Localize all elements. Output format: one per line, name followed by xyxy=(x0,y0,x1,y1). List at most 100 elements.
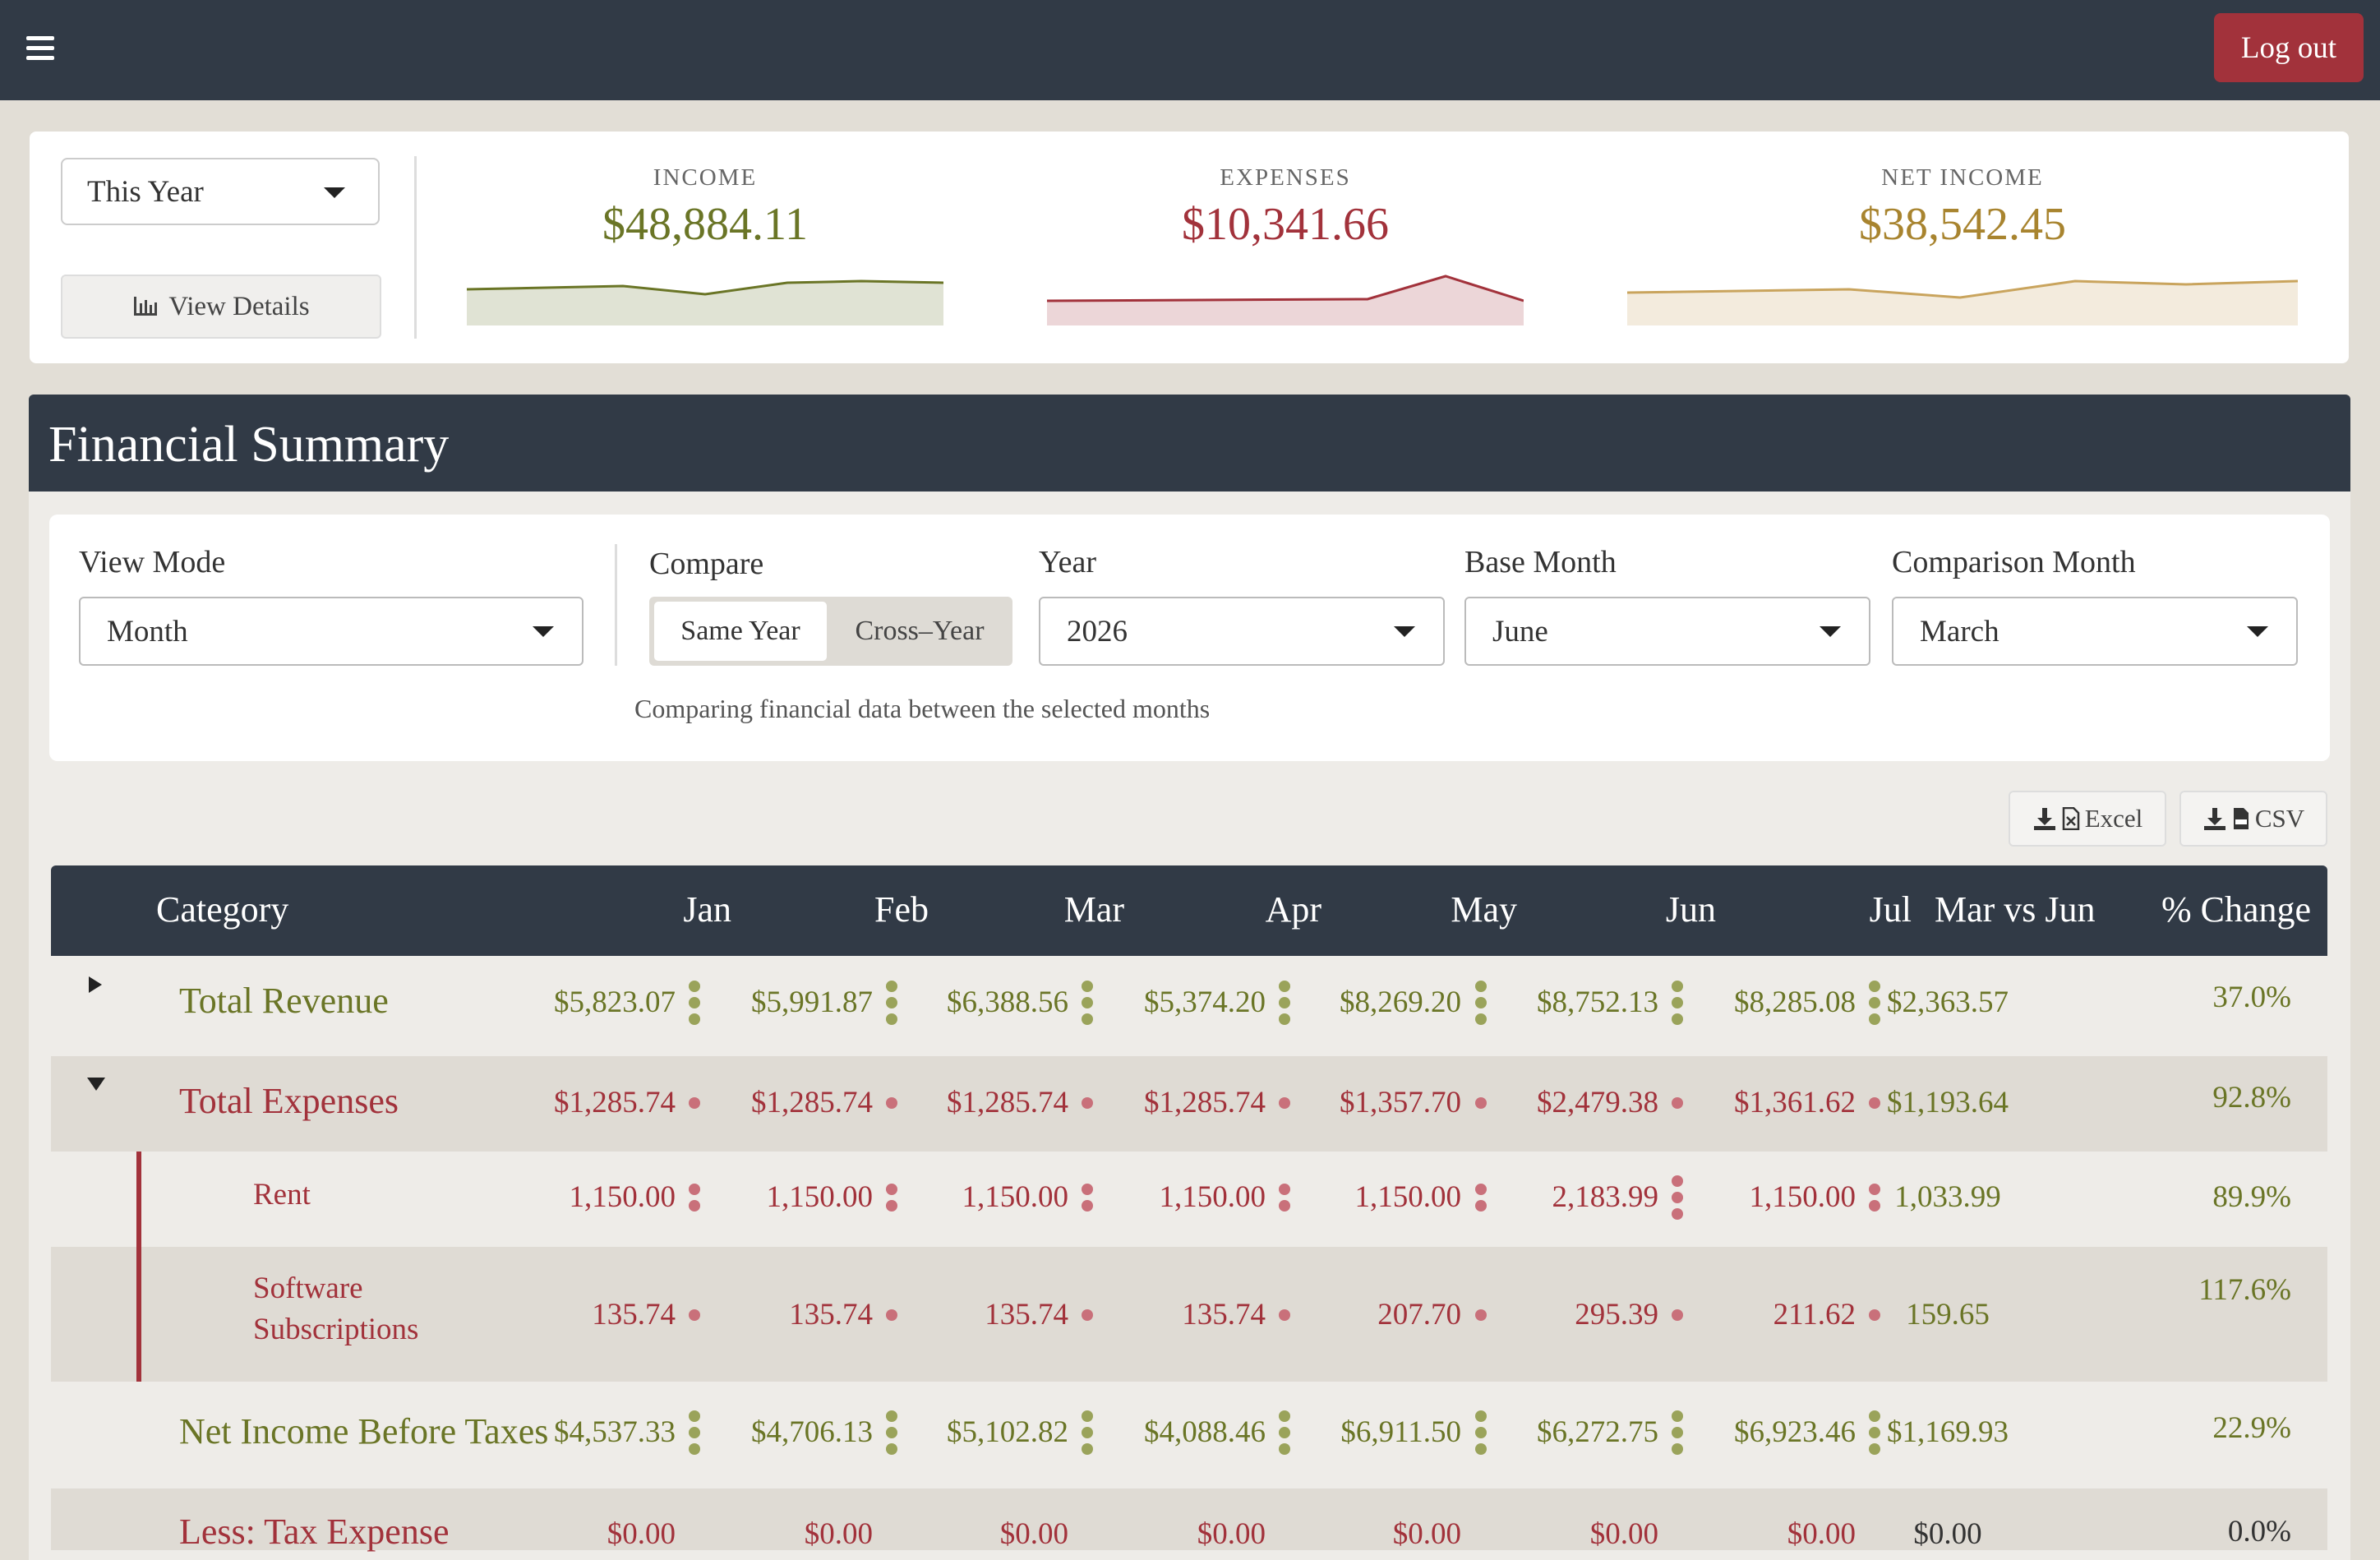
row-actions-icon[interactable] xyxy=(886,1410,897,1455)
row-actions-icon[interactable] xyxy=(689,1097,700,1109)
download-icon xyxy=(2033,808,2055,830)
comparison-cell: $1,169.93 xyxy=(1887,1415,2009,1449)
row-actions-icon[interactable] xyxy=(689,1184,700,1212)
row-actions-icon[interactable] xyxy=(1869,1184,1880,1212)
top-bar: Log out xyxy=(0,0,2380,100)
export-excel-button[interactable]: Excel xyxy=(2009,791,2166,847)
logout-button[interactable]: Log out xyxy=(2214,13,2364,82)
table-cell: $5,823.07 xyxy=(554,985,676,1019)
row-actions-icon[interactable] xyxy=(1475,1410,1487,1455)
col-header-comparison[interactable]: Mar vs Jun xyxy=(1935,889,2096,930)
chevron-down-icon xyxy=(2247,626,2268,637)
expenses-sparkline xyxy=(1047,275,1524,325)
row-actions-icon[interactable] xyxy=(1672,1309,1683,1321)
table-cell: $0.00 xyxy=(1197,1517,1266,1551)
row-actions-icon[interactable] xyxy=(1082,981,1093,1025)
year-value: 2026 xyxy=(1067,614,1128,648)
row-actions-icon[interactable] xyxy=(689,1410,700,1455)
table-cell: $0.00 xyxy=(1589,1517,1658,1551)
cross-year-toggle[interactable]: Cross–Year xyxy=(855,616,985,646)
table-cell: $8,752.13 xyxy=(1537,985,1658,1019)
table-cell: $4,537.33 xyxy=(554,1415,676,1449)
row-actions-icon[interactable] xyxy=(1672,981,1683,1025)
row-actions-icon[interactable] xyxy=(1869,981,1880,1025)
row-actions-icon[interactable] xyxy=(1475,1184,1487,1212)
row-label-rent: Rent xyxy=(253,1178,311,1212)
year-select[interactable]: 2026 xyxy=(1039,597,1445,666)
row-actions-icon[interactable] xyxy=(886,1097,897,1109)
row-actions-icon[interactable] xyxy=(1279,1309,1290,1321)
comparison-month-select[interactable]: March xyxy=(1892,597,2298,666)
row-actions-icon[interactable] xyxy=(1869,1410,1880,1455)
pct-change-cell: 117.6% xyxy=(2198,1273,2291,1307)
col-header-jul[interactable]: Jul xyxy=(1869,889,1912,930)
row-actions-icon[interactable] xyxy=(1279,981,1290,1025)
row-actions-icon[interactable] xyxy=(1672,1175,1683,1220)
row-actions-icon[interactable] xyxy=(1869,1097,1880,1109)
col-header-may[interactable]: May xyxy=(1451,889,1517,930)
col-header-feb[interactable]: Feb xyxy=(874,889,929,930)
year-label: Year xyxy=(1039,545,1097,579)
row-actions-icon[interactable] xyxy=(1475,1309,1487,1321)
row-actions-icon[interactable] xyxy=(1279,1097,1290,1109)
table-cell: $8,285.08 xyxy=(1734,985,1856,1019)
row-actions-icon[interactable] xyxy=(1279,1410,1290,1455)
view-mode-value: Month xyxy=(107,614,188,648)
divider xyxy=(615,544,617,666)
row-actions-icon[interactable] xyxy=(886,1184,897,1212)
table-cell: $0.00 xyxy=(804,1517,873,1551)
row-actions-icon[interactable] xyxy=(1279,1184,1290,1212)
col-header-jan[interactable]: Jan xyxy=(683,889,731,930)
compare-label: Compare xyxy=(649,547,764,581)
row-actions-icon[interactable] xyxy=(1672,1097,1683,1109)
pct-change-cell: 89.9% xyxy=(2212,1180,2291,1214)
table-cell: 295.39 xyxy=(1575,1298,1658,1332)
row-label-total-expenses: Total Expenses xyxy=(179,1081,399,1121)
table-cell: 135.74 xyxy=(592,1298,676,1332)
table-cell: 1,150.00 xyxy=(766,1180,874,1214)
base-month-select[interactable]: June xyxy=(1464,597,1870,666)
view-details-button[interactable]: View Details xyxy=(61,275,381,339)
row-actions-icon[interactable] xyxy=(1475,981,1487,1025)
row-actions-icon[interactable] xyxy=(1082,1309,1093,1321)
row-actions-icon[interactable] xyxy=(1082,1097,1093,1109)
row-actions-icon[interactable] xyxy=(1869,1309,1880,1321)
same-year-toggle[interactable]: Same Year xyxy=(654,602,827,661)
page-title: Financial Summary xyxy=(48,417,450,473)
col-header-pct-change[interactable]: % Change xyxy=(2161,889,2312,930)
collapse-icon[interactable] xyxy=(87,1078,105,1091)
table-cell: $5,991.87 xyxy=(751,985,873,1019)
comparison-cell: $0.00 xyxy=(1913,1517,1982,1551)
filter-card: View Mode Month Compare Same Year Cross–… xyxy=(49,515,2330,761)
row-actions-icon[interactable] xyxy=(689,1309,700,1321)
row-actions-icon[interactable] xyxy=(1082,1410,1093,1455)
view-mode-select[interactable]: Month xyxy=(79,597,583,666)
col-header-mar[interactable]: Mar xyxy=(1063,889,1124,930)
comparison-cell: 1,033.99 xyxy=(1894,1180,2001,1214)
row-actions-icon[interactable] xyxy=(886,981,897,1025)
table-cell: 1,150.00 xyxy=(962,1180,1069,1214)
col-header-jun[interactable]: Jun xyxy=(1665,889,1716,930)
table-cell: 135.74 xyxy=(985,1298,1068,1332)
expenses-kpi: EXPENSES $10,341.66 xyxy=(1047,164,1524,251)
expand-icon[interactable] xyxy=(89,976,102,993)
row-actions-icon[interactable] xyxy=(689,981,700,1025)
table-cell: $6,388.56 xyxy=(947,985,1068,1019)
income-sparkline xyxy=(467,279,943,325)
col-header-apr[interactable]: Apr xyxy=(1265,889,1321,930)
table-cell: $6,272.75 xyxy=(1537,1415,1658,1449)
period-select-value: This Year xyxy=(87,174,204,209)
export-csv-button[interactable]: CSV xyxy=(2179,791,2327,847)
period-select[interactable]: This Year xyxy=(61,158,380,225)
row-actions-icon[interactable] xyxy=(1672,1410,1683,1455)
row-actions-icon[interactable] xyxy=(1082,1184,1093,1212)
row-actions-icon[interactable] xyxy=(1475,1097,1487,1109)
row-actions-icon[interactable] xyxy=(886,1309,897,1321)
col-header-category[interactable]: Category xyxy=(156,889,289,930)
table-row[interactable] xyxy=(51,956,2327,1056)
comparison-cell: 159.65 xyxy=(1906,1298,1990,1332)
export-csv-label: CSV xyxy=(2254,804,2305,833)
hamburger-icon[interactable] xyxy=(26,36,54,62)
table-row[interactable] xyxy=(51,1056,2327,1152)
bar-chart-icon xyxy=(134,297,158,316)
